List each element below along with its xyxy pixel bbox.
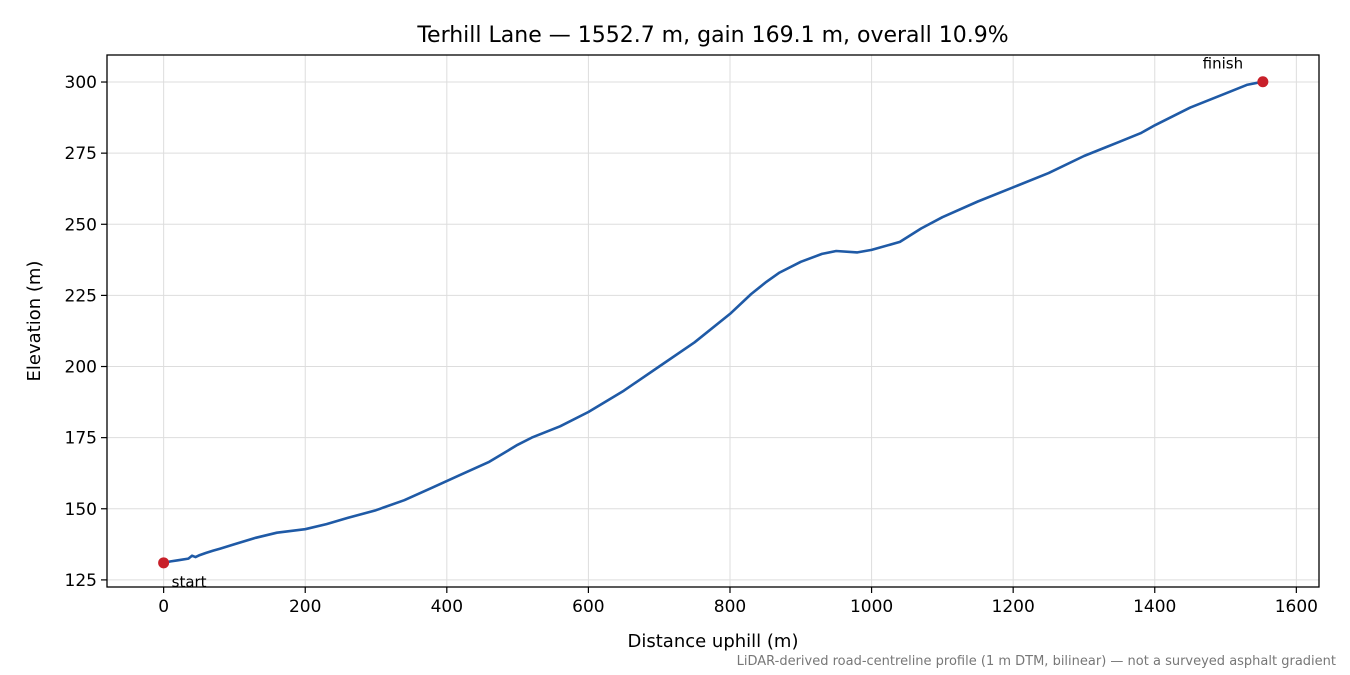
y-tick-label: 275 [65, 144, 97, 164]
x-tick-label: 800 [714, 597, 746, 617]
y-tick-label: 300 [65, 73, 97, 93]
x-tick-label: 1400 [1133, 597, 1176, 617]
y-tick-label: 225 [65, 286, 97, 306]
x-tick-label: 1600 [1275, 597, 1318, 617]
finish-marker [1257, 76, 1269, 88]
x-tick-label: 200 [289, 597, 321, 617]
elevation-line [162, 80, 1265, 565]
start-label: start [172, 573, 207, 591]
chart-title: Terhill Lane — 1552.7 m, gain 169.1 m, o… [416, 23, 1008, 48]
plot-frame [106, 54, 1320, 588]
y-axis-label: Elevation (m) [24, 261, 45, 382]
y-tick-label: 150 [65, 500, 97, 520]
x-tick-label: 1000 [850, 597, 893, 617]
finish-label: finish [1203, 55, 1243, 73]
grid [107, 55, 1319, 587]
y-tick-label: 175 [65, 429, 97, 449]
x-tick-label: 0 [158, 597, 169, 617]
x-axis-label: Distance uphill (m) [628, 631, 799, 652]
y-tick-label: 200 [65, 358, 97, 378]
x-tick-label: 600 [572, 597, 604, 617]
y-tick-label: 125 [65, 571, 97, 591]
plot-area: start finish [158, 55, 1269, 591]
y-tick-label: 250 [65, 215, 97, 235]
footnote: LiDAR-derived road-centreline profile (1… [737, 654, 1336, 669]
axis-ticks: 0 200 400 600 800 1000 1200 1400 1600 125 150 175 20… [65, 73, 1318, 617]
x-tick-label: 400 [431, 597, 463, 617]
x-tick-label: 1200 [992, 597, 1035, 617]
start-marker [158, 557, 170, 569]
